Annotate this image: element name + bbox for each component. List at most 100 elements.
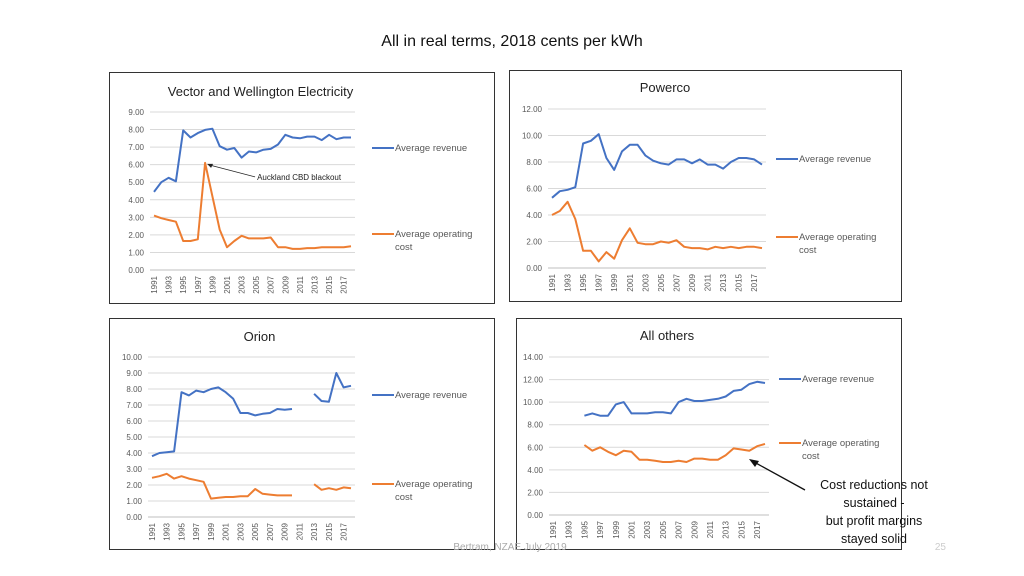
- x-tick-label: 2011: [706, 520, 715, 538]
- x-tick-label: 1993: [565, 520, 574, 538]
- x-tick-label: 1993: [163, 522, 172, 540]
- y-tick-label: 4.00: [526, 211, 542, 220]
- x-tick-label: 2001: [626, 273, 635, 291]
- chart-powerco: Powerco 0.00 2.00 4.00 6.00 8.00 10.00 12.00 199…: [522, 80, 877, 292]
- y-tick-label: 4.00: [527, 466, 543, 475]
- x-tick-label: 2013: [719, 273, 728, 291]
- x-tick-label: 2005: [251, 522, 260, 540]
- legend-label: Average operating: [799, 232, 876, 243]
- x-tick-label: 1997: [595, 273, 604, 291]
- legend-label: Average revenue: [395, 143, 467, 154]
- chart-panel-orion: Orion 0.00 1.00 2.00 3.00 4.00 5.00 6.00 7.00 8.0…: [109, 318, 495, 550]
- x-tick-label: 2003: [641, 273, 650, 291]
- legend-label: cost: [395, 242, 413, 253]
- x-tick-label: 2011: [704, 273, 713, 291]
- x-tick-label: 2003: [643, 520, 652, 538]
- series-line-revenue: [153, 127, 351, 193]
- x-tick-label: 2009: [281, 275, 290, 293]
- y-tick-label: 8.00: [527, 421, 543, 430]
- x-tick-label: 1995: [579, 273, 588, 291]
- x-tick-label: 2007: [675, 520, 684, 538]
- legend-label: Average operating: [395, 479, 472, 490]
- x-tick-label: 2017: [340, 275, 349, 293]
- y-tick-label: 8.00: [126, 385, 142, 394]
- chart-title: Orion: [244, 329, 276, 344]
- x-tick-label: 2007: [672, 273, 681, 291]
- annotation-label: Auckland CBD blackout: [257, 173, 342, 182]
- x-tick-label: 2007: [266, 522, 275, 540]
- x-tick-label: 1995: [179, 275, 188, 293]
- series-line-revenue: [313, 372, 352, 403]
- footer-text: Bertram, NZAE July 2019: [453, 542, 567, 553]
- x-tick-label: 2017: [750, 273, 759, 291]
- x-tick-label: 1991: [548, 273, 557, 291]
- page-number: 25: [934, 542, 946, 553]
- y-tick-label: 0.00: [128, 266, 144, 275]
- series-line-cost: [313, 483, 352, 491]
- x-tick-label: 2009: [688, 273, 697, 291]
- y-tick-label: 5.00: [126, 433, 142, 442]
- chart-title: All others: [640, 328, 695, 343]
- annotation-callout: Cost reductions not sustained - but prof…: [790, 476, 958, 548]
- chart-orion: Orion 0.00 1.00 2.00 3.00 4.00 5.00 6.00 7.00 8.0…: [122, 329, 473, 541]
- y-tick-label: 6.00: [527, 443, 543, 452]
- series-line-revenue: [151, 386, 293, 458]
- x-tick-label: 1995: [580, 520, 589, 538]
- x-tick-label: 2009: [281, 522, 290, 540]
- y-tick-label: 9.00: [126, 369, 142, 378]
- x-tick-label: 1993: [165, 275, 174, 293]
- x-tick-label: 2015: [735, 273, 744, 291]
- x-tick-label: 2003: [238, 275, 247, 293]
- series-line-revenue: [584, 380, 766, 417]
- x-tick-label: 2015: [325, 275, 334, 293]
- legend-label: cost: [799, 245, 817, 256]
- y-tick-label: 8.00: [128, 126, 144, 135]
- y-tick-label: 2.00: [128, 231, 144, 240]
- x-tick-label: 2017: [340, 522, 349, 540]
- slide-title: All in real terms, 2018 cents per kWh: [381, 33, 643, 50]
- x-tick-label: 1997: [596, 520, 605, 538]
- series-line-cost: [551, 200, 763, 263]
- x-tick-label: 2001: [628, 520, 637, 538]
- annotation-line-2: sustained -: [843, 496, 905, 510]
- annotation-line-4: stayed solid: [840, 532, 907, 546]
- x-tick-label: 2001: [223, 275, 232, 293]
- y-tick-label: 9.00: [128, 108, 144, 117]
- y-tick-label: 12.00: [522, 105, 543, 114]
- x-tick-label: 2013: [310, 522, 319, 540]
- y-tick-label: 0.00: [527, 511, 543, 520]
- x-tick-label: 2001: [222, 522, 231, 540]
- x-tick-label: 2007: [267, 275, 276, 293]
- x-tick-label: 1999: [208, 275, 217, 293]
- x-tick-label: 2017: [753, 520, 762, 538]
- legend-label: Average revenue: [799, 154, 871, 165]
- x-tick-label: 1997: [192, 522, 201, 540]
- y-tick-label: 8.00: [526, 158, 542, 167]
- annotation-arrowhead: [207, 163, 214, 168]
- legend-label: cost: [395, 492, 413, 503]
- x-tick-label: 1999: [610, 273, 619, 291]
- y-tick-label: 5.00: [128, 178, 144, 187]
- y-tick-label: 2.00: [526, 238, 542, 247]
- annotation-line-1: Cost reductions not: [820, 478, 928, 492]
- series-line-cost: [583, 442, 766, 463]
- x-tick-label: 2003: [236, 522, 245, 540]
- y-tick-label: 1.00: [126, 497, 142, 506]
- legend-label: Average revenue: [395, 390, 467, 401]
- x-tick-label: 1995: [177, 522, 186, 540]
- x-tick-label: 2015: [737, 520, 746, 538]
- x-tick-label: 2005: [657, 273, 666, 291]
- y-tick-label: 7.00: [126, 401, 142, 410]
- y-tick-label: 10.00: [522, 132, 543, 141]
- y-tick-label: 0.00: [126, 513, 142, 522]
- x-tick-label: 2015: [325, 522, 334, 540]
- x-tick-label: 1997: [194, 275, 203, 293]
- chart-panel-powerco: Powerco 0.00 2.00 4.00 6.00 8.00 10.00 12.00 199…: [509, 70, 902, 302]
- x-tick-label: 2005: [659, 520, 668, 538]
- x-tick-label: 2013: [722, 520, 731, 538]
- chart-panel-vector: Vector and Wellington Electricity 0.00 1.0…: [109, 72, 495, 304]
- legend-label: Average operating: [802, 438, 879, 449]
- x-tick-label: 1991: [549, 520, 558, 538]
- y-tick-label: 2.00: [527, 488, 543, 497]
- y-tick-label: 4.00: [128, 196, 144, 205]
